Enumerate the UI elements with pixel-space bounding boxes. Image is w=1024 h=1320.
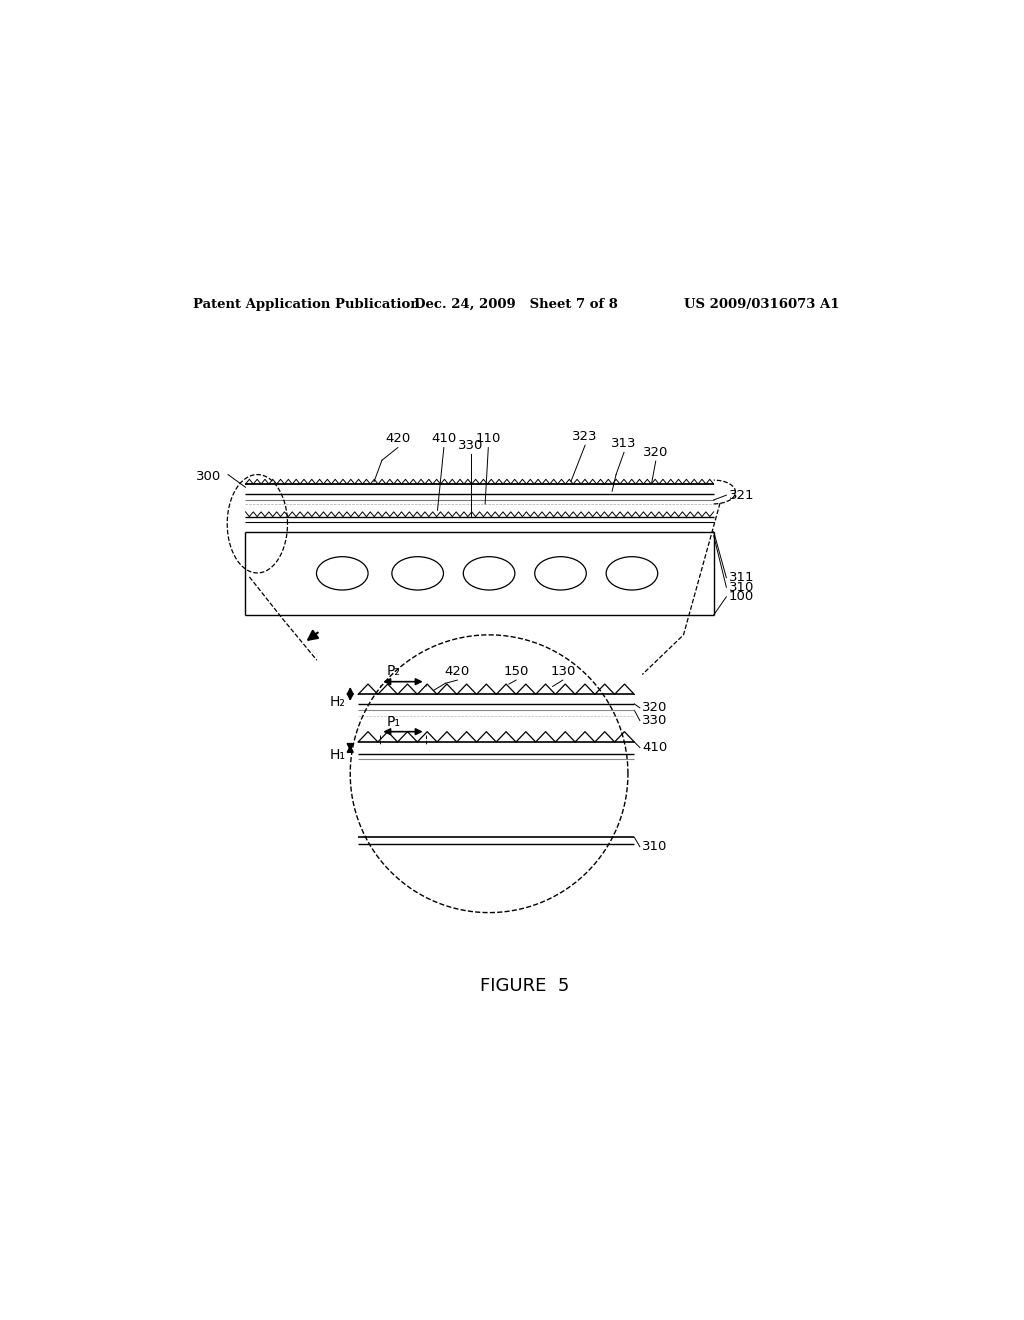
Text: 323: 323 (572, 430, 598, 442)
Text: 130: 130 (550, 665, 575, 677)
Text: 310: 310 (729, 581, 754, 594)
Text: 100: 100 (729, 590, 754, 603)
Text: Patent Application Publication: Patent Application Publication (194, 298, 420, 312)
Text: 150: 150 (504, 665, 528, 677)
Text: 410: 410 (642, 741, 668, 754)
Text: 420: 420 (385, 432, 411, 445)
Text: US 2009/0316073 A1: US 2009/0316073 A1 (684, 298, 839, 312)
Text: 330: 330 (642, 714, 668, 727)
Text: 313: 313 (611, 437, 637, 450)
Text: 320: 320 (642, 701, 668, 714)
Text: 320: 320 (643, 446, 669, 458)
Text: H₂: H₂ (330, 694, 345, 709)
Text: 300: 300 (197, 470, 221, 483)
Text: 110: 110 (475, 432, 501, 445)
Text: P₁: P₁ (387, 714, 400, 729)
Text: H₁: H₁ (330, 748, 345, 763)
Text: P₂: P₂ (387, 664, 400, 677)
Text: 310: 310 (642, 841, 668, 853)
Text: Dec. 24, 2009   Sheet 7 of 8: Dec. 24, 2009 Sheet 7 of 8 (414, 298, 617, 312)
Text: 330: 330 (458, 438, 483, 451)
Text: 321: 321 (729, 488, 755, 502)
Text: 311: 311 (729, 572, 755, 585)
Text: 420: 420 (444, 665, 470, 677)
Text: FIGURE  5: FIGURE 5 (480, 977, 569, 995)
Text: 410: 410 (431, 432, 457, 445)
